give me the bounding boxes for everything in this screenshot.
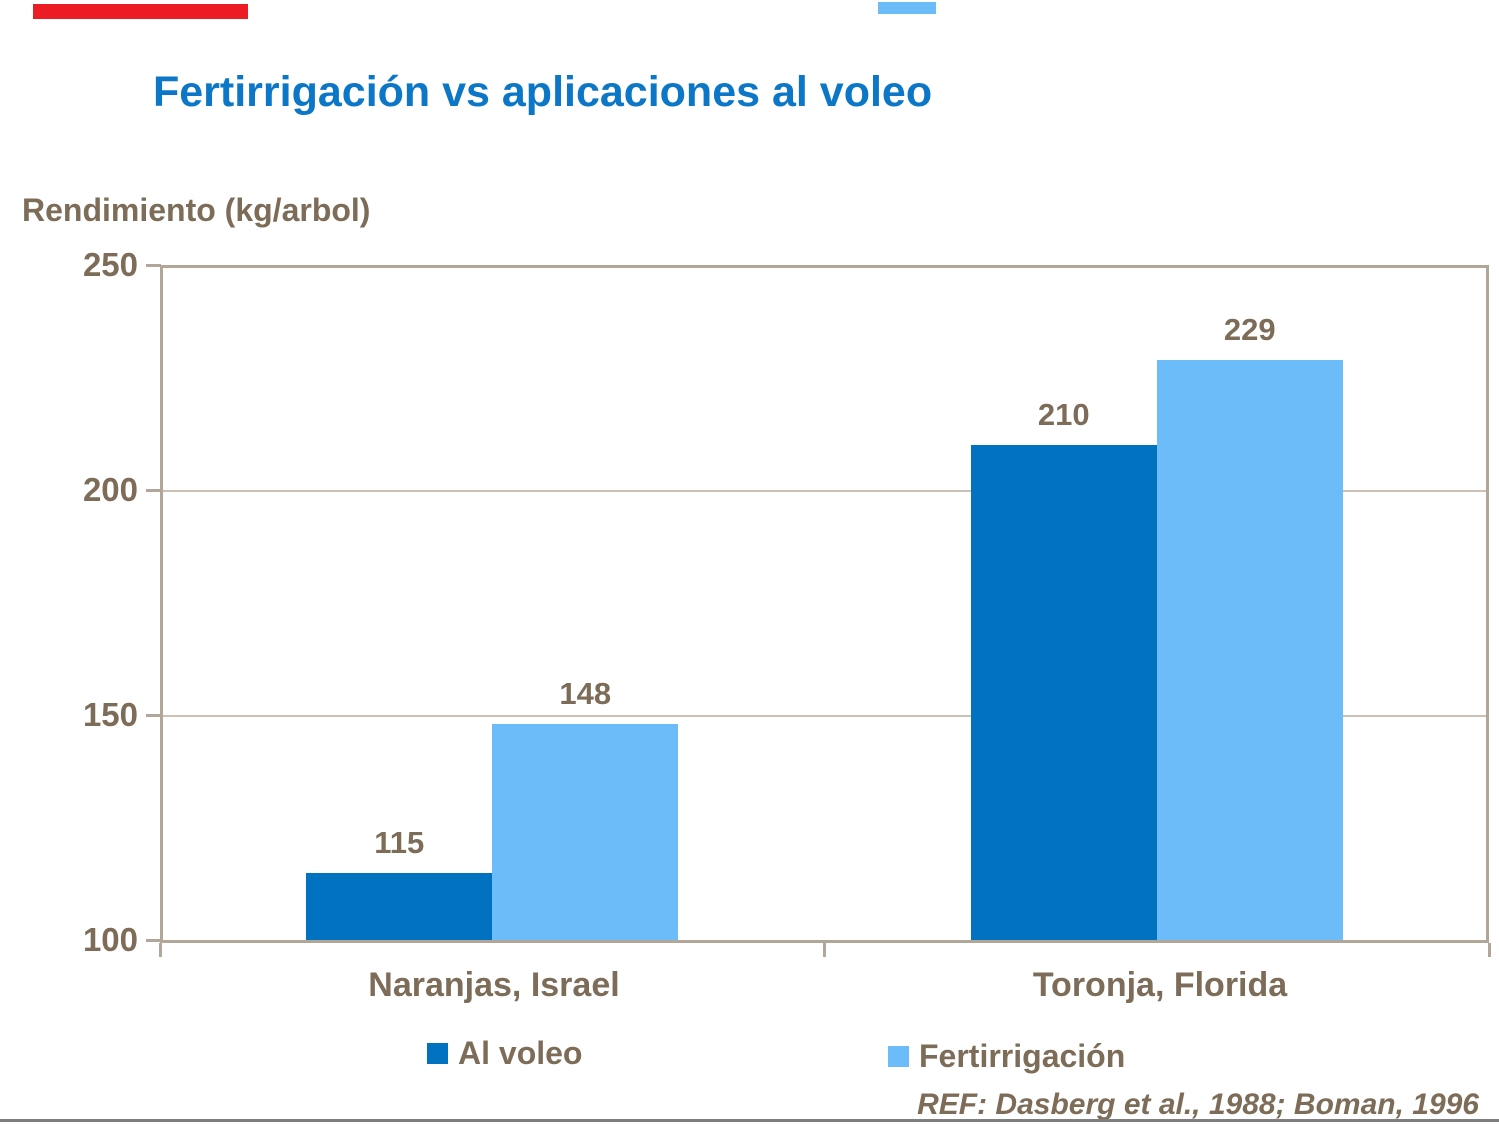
bottom-divider bbox=[0, 1119, 1499, 1122]
x-tick-mark-2 bbox=[1487, 943, 1491, 957]
y-tick-mark-250 bbox=[146, 264, 161, 267]
gridline-150 bbox=[163, 715, 1486, 717]
value-label-210: 210 bbox=[1037, 397, 1090, 432]
value-label-229: 229 bbox=[1223, 311, 1276, 347]
y-tick-label-200: 200 bbox=[82, 471, 138, 508]
legend-item-fertirrigacion: Fertirrigación bbox=[888, 1037, 1126, 1074]
bar-al-voleo-1 bbox=[970, 445, 1157, 940]
legend-swatch-fertirrigacion bbox=[888, 1045, 909, 1067]
x-tick-mark-0 bbox=[158, 943, 162, 957]
template-red-bar bbox=[33, 4, 248, 19]
bar-fertirrigación-1 bbox=[1156, 359, 1343, 940]
gridline-200 bbox=[163, 490, 1486, 492]
legend-label-fertirrigacion: Fertirrigación bbox=[919, 1037, 1126, 1074]
value-label-115: 115 bbox=[374, 824, 425, 860]
y-tick-label-100: 100 bbox=[82, 921, 138, 958]
bar-al-voleo-0 bbox=[306, 872, 493, 940]
y-axis-title: Rendimiento (kg/arbol) bbox=[22, 192, 371, 228]
y-tick-label-250: 250 bbox=[82, 246, 138, 283]
y-tick-mark-200 bbox=[146, 489, 161, 492]
reference-citation: REF: Dasberg et al., 1988; Boman, 1996 bbox=[917, 1088, 1479, 1121]
template-blue-bar bbox=[878, 2, 936, 14]
x-tick-mark-1 bbox=[823, 943, 826, 957]
value-label-148: 148 bbox=[559, 676, 612, 711]
y-tick-mark-100 bbox=[146, 939, 161, 942]
category-label-toronja: Toronja, Florida bbox=[1032, 966, 1288, 1004]
legend-label-al-voleo: Al voleo bbox=[458, 1034, 583, 1071]
y-tick-label-150: 150 bbox=[82, 696, 138, 733]
bar-fertirrigación-0 bbox=[492, 724, 679, 940]
legend-item-al-voleo: Al voleo bbox=[427, 1034, 583, 1071]
chart-title: Fertirrigación vs aplicaciones al voleo bbox=[153, 68, 933, 116]
category-label-naranjas: Naranjas, Israel bbox=[368, 966, 620, 1004]
legend-swatch-al-voleo bbox=[427, 1042, 448, 1064]
y-tick-mark-150 bbox=[146, 714, 161, 717]
